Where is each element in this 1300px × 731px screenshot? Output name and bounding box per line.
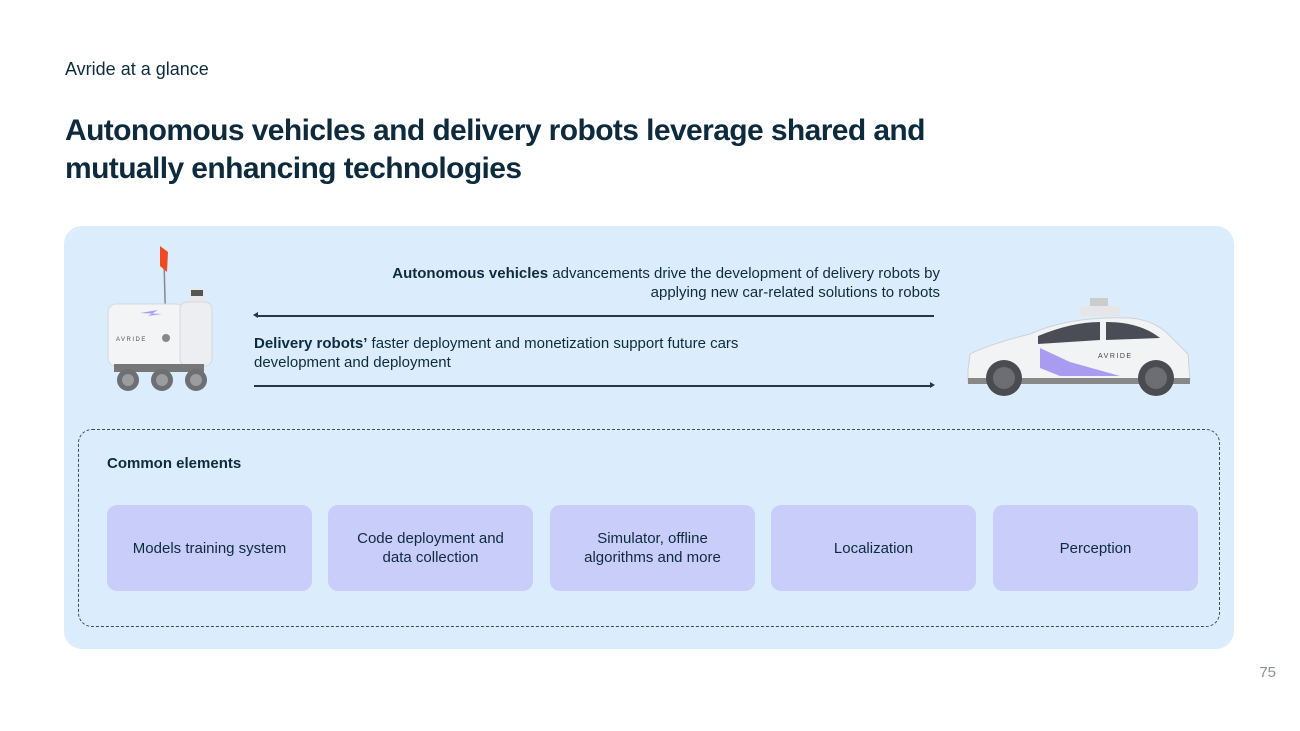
common-item-models-training: Models training system — [107, 505, 312, 591]
arrow-right-icon — [254, 382, 935, 388]
common-elements-label: Common elements — [107, 455, 242, 472]
common-elements-box — [78, 429, 1220, 627]
common-item-simulator: Simulator, offline algorithms and more — [550, 505, 755, 591]
dr-rest: faster deployment and monetization suppo… — [254, 335, 739, 371]
robot-logo: AVRIDE — [116, 337, 147, 343]
common-item-perception: Perception — [993, 505, 1198, 591]
av-bold: Autonomous vehicles — [392, 265, 549, 282]
dr-bold: Delivery robots’ — [254, 335, 368, 352]
av-description: Autonomous vehicles advancements drive t… — [380, 264, 940, 302]
page-number: 75 — [1259, 664, 1276, 681]
delivery-robot-image: AVRIDE — [107, 246, 213, 391]
common-item-localization: Localization — [771, 505, 976, 591]
av-rest: advancements drive the development of de… — [548, 265, 940, 301]
page-title: Autonomous vehicles and delivery robots … — [65, 114, 925, 185]
section-kicker: Avride at a glance — [65, 59, 209, 79]
arrow-left-icon — [253, 312, 934, 318]
car-logo: AVRIDE — [1098, 353, 1133, 360]
common-item-code-deployment: Code deployment and data collection — [328, 505, 533, 591]
dr-description: Delivery robots’ faster deployment and m… — [254, 334, 774, 372]
autonomous-car-image: AVRIDE — [967, 298, 1191, 396]
